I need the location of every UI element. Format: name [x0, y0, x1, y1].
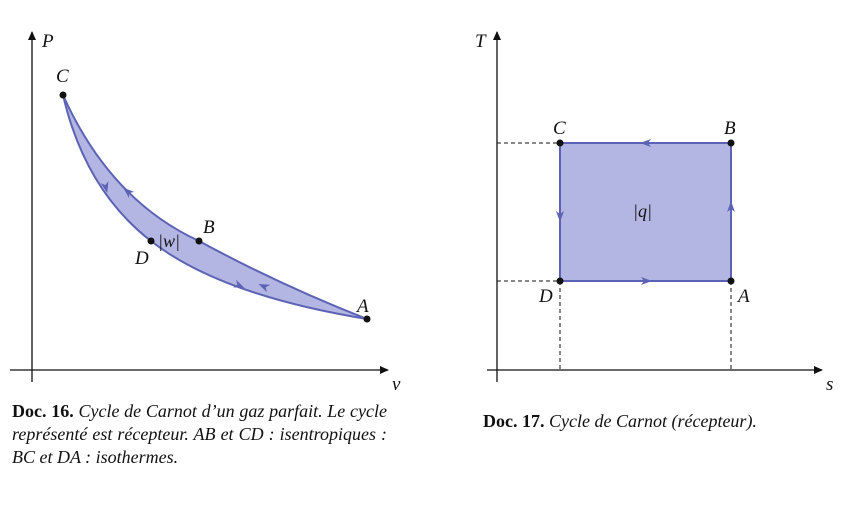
ts-diagram: T s C B D A |q| [475, 31, 833, 395]
axis-label: T [475, 31, 487, 52]
caption: Doc. 17. Cycle de Carnot (récepteur). [483, 410, 853, 433]
point-label: C [553, 118, 566, 139]
axis-label: v [392, 374, 401, 395]
pv-diagram: P v C B D A |w| [10, 31, 401, 395]
point [556, 277, 564, 285]
point-label: A [736, 286, 750, 307]
axis-label: P [41, 31, 54, 52]
point [363, 315, 371, 323]
caption-text: Cycle de Carnot (récepteur). [549, 411, 757, 431]
area-label: |w| [158, 231, 180, 251]
upper-curve [62, 94, 368, 320]
point-label: A [355, 296, 369, 317]
axis-label: s [826, 374, 833, 395]
point-label: D [134, 248, 149, 269]
caption-label: Doc. 17. [483, 411, 545, 431]
lower-curve [62, 94, 368, 320]
point [727, 277, 735, 285]
point [556, 139, 564, 147]
caption: Doc. 16. Cycle de Carnot d’un gaz parfai… [12, 400, 387, 469]
caption-label: Doc. 16. [12, 401, 74, 421]
point-label: B [724, 118, 736, 139]
point-label: B [203, 217, 215, 238]
point [727, 139, 735, 147]
point-label: C [56, 66, 69, 87]
cycle-area [63, 95, 367, 319]
point-label: D [538, 286, 553, 307]
point [195, 237, 203, 245]
point [147, 237, 155, 245]
point [59, 91, 67, 99]
caption-text: Cycle de Carnot d’un gaz parfait. Le cyc… [12, 401, 387, 467]
cycle-area [559, 142, 732, 282]
guides [497, 142, 732, 370]
area-label: |q| [633, 201, 652, 221]
